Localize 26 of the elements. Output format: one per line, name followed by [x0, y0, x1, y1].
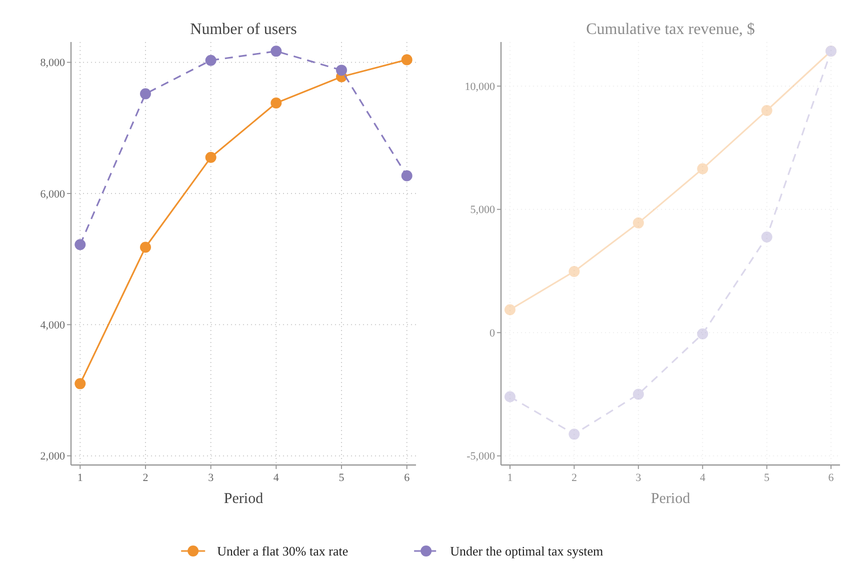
x-axis-title: Period [650, 491, 691, 507]
x-tick-label: 2 [571, 472, 577, 484]
legend-label: Under the optimal tax system [450, 544, 604, 559]
x-tick-label: 4 [273, 472, 280, 484]
x-tick-label: 6 [828, 472, 834, 484]
y-tick-label: 2,000 [40, 450, 66, 463]
x-tick-label: 4 [700, 472, 706, 484]
y-tick-label: 10,000 [464, 80, 496, 93]
y-tick-label: 4,000 [40, 320, 66, 332]
x-tick-label: 2 [142, 472, 148, 484]
x-tick-label: 5 [764, 472, 770, 484]
x-tick-label: 5 [338, 472, 345, 484]
y-tick-label: 5,000 [470, 204, 496, 216]
chart-title: Number of users [190, 21, 297, 38]
x-tick-label: 3 [636, 472, 642, 484]
y-tick-label: -5,000 [466, 450, 496, 463]
y-tick-label: 0 [490, 327, 496, 340]
y-tick-label: 8,000 [40, 57, 66, 70]
x-tick-label: 6 [404, 472, 410, 484]
y-tick-label: 6,000 [40, 188, 66, 200]
x-axis-title: Period [224, 491, 264, 507]
chart-title: Cumulative tax revenue, $ [586, 21, 755, 38]
x-tick-label: 1 [77, 472, 83, 484]
x-tick-label: 3 [208, 472, 214, 484]
x-tick-label: 1 [507, 472, 513, 484]
legend-label: Under a flat 30% tax rate [217, 544, 348, 559]
